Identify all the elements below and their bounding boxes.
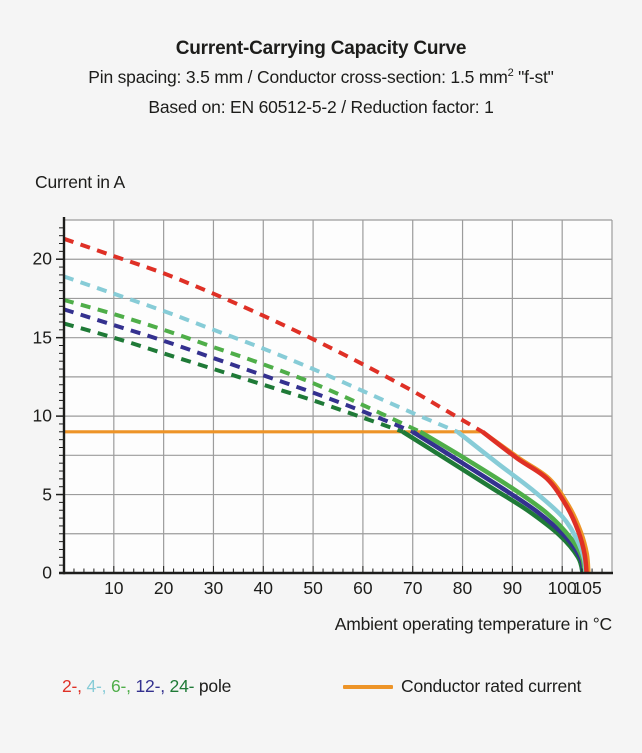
rated-current-legend-label: Conductor rated current	[401, 676, 582, 696]
x-tick-label-20: 20	[153, 578, 174, 598]
x-tick-label-40: 40	[253, 578, 273, 598]
chart-subtitle-1: Pin spacing: 3.5 mm / Conductor cross-se…	[0, 67, 642, 88]
pole-legend-item-6pole: 6-,	[111, 676, 136, 696]
pole-legend-items: 2-, 4-, 6-, 12-, 24-	[62, 676, 194, 696]
rated-current-line-swatch	[343, 684, 393, 689]
y-tick-label-5: 5	[42, 484, 52, 505]
curve-dashed-24-pole	[63, 321, 404, 434]
curve-dashed-4-pole	[63, 274, 459, 434]
curve-dashed-12-pole	[63, 307, 414, 434]
rated-current-legend: Conductor rated current	[343, 676, 581, 697]
x-tick-label-100: 100	[547, 578, 577, 598]
y-tick-label-10: 10	[32, 405, 52, 426]
subtitle-1-superscript: 2	[507, 67, 514, 80]
subtitle-1-text: Pin spacing: 3.5 mm / Conductor cross-se…	[88, 67, 508, 87]
y-axis-title: Current in A	[35, 172, 126, 192]
curve-dashed-2-pole	[63, 236, 484, 434]
chart-subtitle-2: Based on: EN 60512-5-2 / Reduction facto…	[148, 97, 494, 117]
plot-area	[64, 220, 612, 573]
x-tick-label-10: 10	[104, 578, 124, 598]
x-axis-title: Ambient operating temperature in °C	[334, 614, 612, 634]
x-tick-label-70: 70	[402, 578, 423, 598]
x-tick-label-90: 90	[502, 578, 523, 598]
curve-solid-2-pole	[481, 430, 589, 574]
subtitle-1-suffix: "f-st"	[513, 67, 554, 87]
y-tick-label-15: 15	[32, 327, 52, 348]
pole-legend-suffix: pole	[194, 676, 232, 696]
x-tick-label-30: 30	[203, 578, 224, 598]
pole-legend-item-24pole: 24-	[169, 676, 195, 696]
x-tick-label-60: 60	[353, 578, 373, 598]
y-tick-label-0: 0	[42, 562, 52, 583]
chart-title: Current-Carrying Capacity Curve	[175, 38, 467, 59]
pole-legend-item-12pole: 12-,	[135, 676, 170, 696]
x-tick-label-105: 105	[572, 578, 602, 598]
curve-dashed-6-pole	[63, 298, 422, 434]
y-tick-label-20: 20	[32, 248, 52, 269]
x-tick-label-50: 50	[303, 578, 323, 598]
x-tick-label-80: 80	[452, 578, 473, 598]
pole-legend-item-4pole: 4-,	[86, 676, 111, 696]
pole-legend: 2-, 4-, 6-, 12-, 24- pole	[62, 676, 231, 697]
pole-legend-item-2pole: 2-,	[62, 676, 87, 696]
